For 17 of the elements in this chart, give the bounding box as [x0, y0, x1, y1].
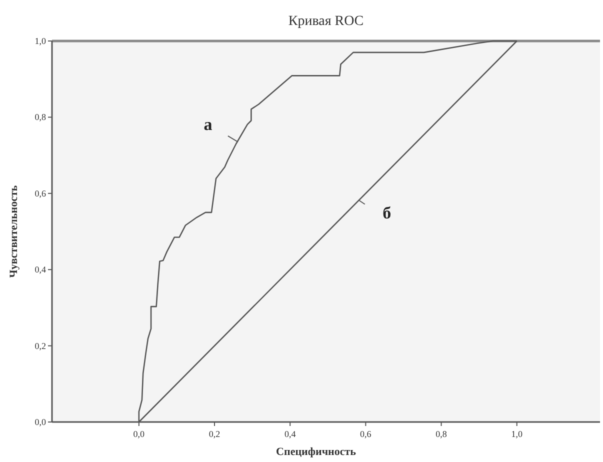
x-tick-label: 0,4: [284, 429, 296, 439]
y-tick-label: 1,0: [34, 36, 46, 46]
x-axis-title: Специфичность: [276, 446, 356, 458]
y-tick-label: 0,4: [34, 264, 46, 275]
x-tick-label: 0,2: [208, 429, 220, 439]
x-tick-label: 0,0: [133, 429, 146, 439]
y-tick-label: 0,6: [34, 188, 46, 198]
x-tick-label: 0,6: [360, 429, 372, 439]
y-tick-label: 0,2: [34, 340, 46, 351]
chart-title: Кривая ROC: [288, 14, 364, 29]
annotation: а: [204, 114, 213, 134]
x-tick-label: 0,8: [436, 429, 448, 439]
y-tick-label: 0,8: [34, 112, 46, 122]
x-tick-label: 1,0: [511, 429, 523, 439]
y-tick-label: 0,0: [34, 417, 46, 427]
y-axis-title: Чувствительность: [8, 185, 20, 278]
annotation: б: [382, 203, 392, 222]
